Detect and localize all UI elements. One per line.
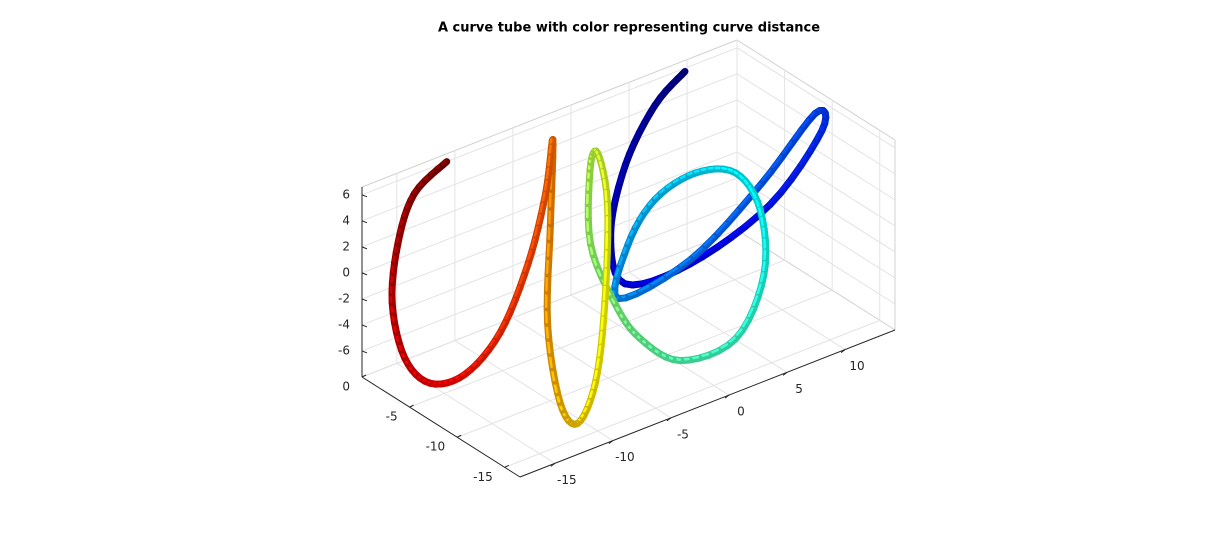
x-tick-label: 5 xyxy=(795,382,803,396)
grid-layer xyxy=(361,39,896,468)
x-tick-label: -10 xyxy=(615,450,635,464)
y-axis xyxy=(361,376,521,478)
y-tick xyxy=(409,404,414,408)
grid-line xyxy=(736,177,896,279)
y-tick-label: -5 xyxy=(386,410,398,424)
y-tick xyxy=(504,464,509,468)
grid-line xyxy=(736,73,896,175)
z-tick-label: -4 xyxy=(338,317,350,331)
z-tick xyxy=(361,298,368,302)
grid-line xyxy=(628,271,788,373)
y-tick xyxy=(361,374,367,378)
y-tick-label: 0 xyxy=(342,380,350,394)
z-tick xyxy=(361,272,368,276)
tube-layer xyxy=(388,67,830,428)
z-tick xyxy=(361,220,368,224)
z-tick xyxy=(361,246,368,250)
grid-line xyxy=(504,319,880,468)
axes-layer: -15 -10 -5 0 5 10 -15 -10 -5 0 -6 -4 -2 0 2 4 6 xyxy=(338,187,896,487)
grid-line xyxy=(409,259,785,408)
y-tick xyxy=(456,434,462,438)
grid-line xyxy=(454,340,614,442)
grid-line xyxy=(512,317,672,419)
box-edge xyxy=(736,39,896,141)
tube-segment xyxy=(439,158,451,169)
tube-highlight xyxy=(603,268,607,289)
grid-line xyxy=(736,47,896,149)
z-tick-label: -2 xyxy=(338,291,350,305)
x-tick-label: -5 xyxy=(677,427,689,441)
grid-line xyxy=(361,47,738,196)
y-tick-label: -10 xyxy=(426,440,446,454)
tube-highlight xyxy=(601,301,606,319)
grid-line xyxy=(686,249,846,350)
z-tick-label: 6 xyxy=(342,187,350,201)
x-tick-label: -15 xyxy=(557,473,577,487)
z-tick-label: 2 xyxy=(342,239,350,253)
grid-line xyxy=(736,99,896,201)
z-tick-label: 0 xyxy=(342,265,350,279)
tube-highlight xyxy=(602,285,607,305)
box-edge xyxy=(361,39,738,188)
z-tick-label: 4 xyxy=(342,213,350,227)
z-tick xyxy=(361,350,368,354)
grid-line xyxy=(456,289,833,438)
x-tick-label: 0 xyxy=(737,405,745,419)
x-axis xyxy=(519,329,896,478)
z-tick xyxy=(361,324,368,328)
grid-line xyxy=(736,151,896,253)
z-tick-label: -6 xyxy=(338,343,350,357)
grid-line xyxy=(736,125,896,227)
tube-highlight xyxy=(604,250,608,271)
z-tick xyxy=(361,194,368,198)
y-tick-label: -15 xyxy=(473,470,493,484)
chart-title: A curve tube with color representing cur… xyxy=(438,21,820,36)
tube-highlight xyxy=(440,159,448,166)
x-tick-label: 10 xyxy=(849,359,864,373)
